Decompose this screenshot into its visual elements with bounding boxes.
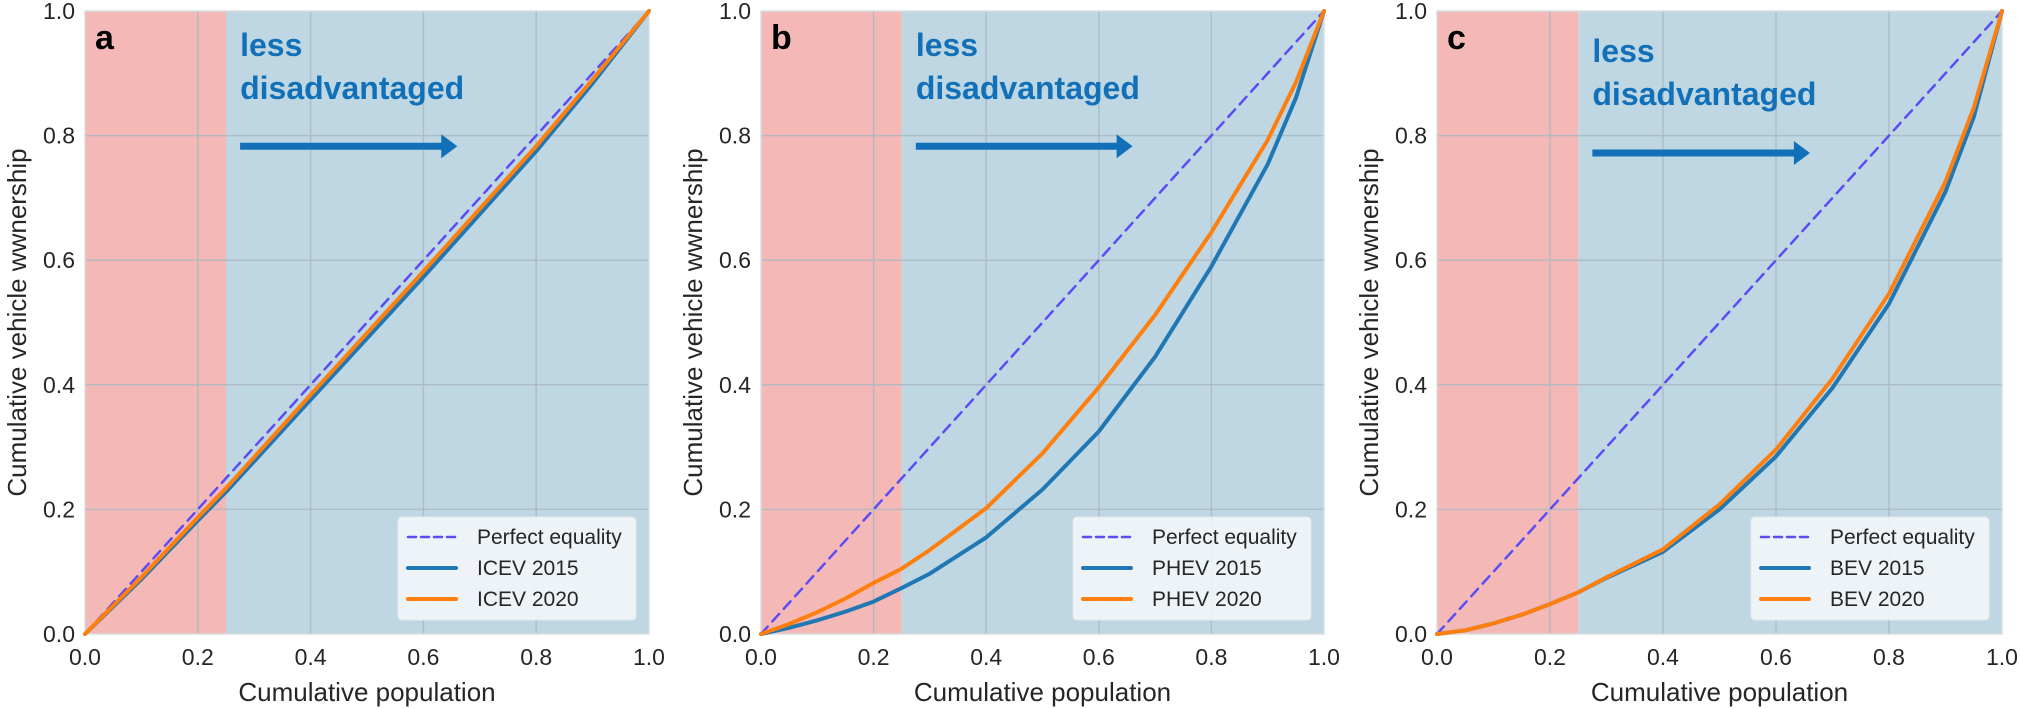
- panel-letter: a: [95, 19, 115, 57]
- legend-box: [1072, 516, 1312, 621]
- y-tick-label: 0.4: [43, 372, 75, 398]
- panel-c: 0.0 0.2 0.4 0.6 0.8 1.0 0.0 0.2 0.4 0.6 0.8 1.0 Cumu…: [1354, 0, 2018, 707]
- x-tick-label: 0.4: [970, 644, 1002, 670]
- x-axis-label: Cumulative population: [914, 677, 1171, 707]
- y-tick-label: 1.0: [1395, 0, 1427, 24]
- annotation-text-disadvantaged: disadvantaged: [240, 70, 464, 106]
- panel-b: 0.0 0.2 0.4 0.6 0.8 1.0 0.0 0.2 0.4 0.6 0.8 1.0 Cumu…: [678, 0, 1340, 707]
- series-line-icev-2020: [83, 9, 651, 636]
- axes-frame: [84, 10, 650, 635]
- y-tick-label: 0.6: [719, 247, 751, 273]
- legend-entry-label: Perfect equality: [1830, 526, 1975, 549]
- x-tick-label: 0.4: [295, 644, 327, 670]
- annotation-text-disadvantaged: disadvantaged: [916, 70, 1140, 106]
- x-tick-label: 0.6: [1083, 644, 1115, 670]
- annotation-text-disadvantaged: disadvantaged: [1592, 76, 1816, 112]
- x-tick-label: 0.6: [1760, 644, 1792, 670]
- x-tick-label: 0.0: [69, 644, 101, 670]
- y-tick-label: 0.8: [43, 123, 75, 149]
- legend: Perfect equality BEV 2015 BEV 2020: [1750, 516, 1990, 621]
- x-tick-label: 0.2: [182, 644, 214, 670]
- series-line-perfect-equality: [1435, 9, 2004, 636]
- x-tick-label: 0.0: [1421, 644, 1453, 670]
- legend-entry-label: ICEV 2015: [477, 557, 579, 580]
- y-tick-label: 0.2: [1395, 496, 1427, 522]
- y-tick-label: 0.6: [1395, 247, 1427, 273]
- x-tick-label: 0.2: [1534, 644, 1566, 670]
- annotation-text-less: less: [240, 27, 302, 63]
- x-tick-label: 0.8: [1195, 644, 1227, 670]
- y-axis-label: Cumulative vehicle wwnership: [2, 148, 32, 496]
- legend-entry-label: Perfect equality: [477, 526, 622, 549]
- series-line-perfect-equality: [83, 9, 651, 636]
- shaded-region-disadvantaged: [1437, 11, 1579, 634]
- x-tick-label: 0.6: [407, 644, 439, 670]
- y-tick-label: 0.2: [719, 496, 751, 522]
- series-line-perfect-equality: [759, 9, 1326, 636]
- legend-box: [1750, 516, 1990, 621]
- x-tick-label: 0.0: [745, 644, 777, 670]
- x-tick-label: 1.0: [633, 644, 665, 670]
- legend-box: [397, 516, 637, 621]
- legend-entry-label: PHEV 2020: [1152, 588, 1262, 611]
- legend-entry-label: BEV 2015: [1830, 557, 1925, 580]
- annotation-text-less: less: [916, 27, 978, 63]
- legend: Perfect equality ICEV 2015 ICEV 2020: [397, 516, 637, 621]
- x-tick-label: 1.0: [1308, 644, 1340, 670]
- legend-entry-label: PHEV 2015: [1152, 557, 1262, 580]
- legend-entry-label: BEV 2020: [1830, 588, 1925, 611]
- series-line-bev-2020: [1435, 9, 2004, 636]
- axes-frame: [1436, 10, 2003, 635]
- y-tick-label: 0.0: [1395, 621, 1427, 647]
- series-line-phev-2020: [759, 9, 1326, 636]
- y-tick-label: 0.2: [43, 496, 75, 522]
- x-tick-label: 0.4: [1647, 644, 1679, 670]
- y-tick-label: 1.0: [43, 0, 75, 24]
- x-axis-label: Cumulative population: [1591, 677, 1848, 707]
- x-tick-label: 0.2: [858, 644, 890, 670]
- panel-letter: b: [771, 19, 792, 57]
- y-tick-label: 1.0: [719, 0, 751, 24]
- arrow-right-icon: [1793, 141, 1810, 166]
- axes-frame: [760, 10, 1325, 635]
- y-tick-label: 0.8: [719, 123, 751, 149]
- y-tick-label: 0.4: [1395, 372, 1427, 398]
- y-tick-label: 0.0: [43, 621, 75, 647]
- panel-letter: c: [1447, 19, 1466, 57]
- shaded-region-disadvantaged: [85, 11, 226, 634]
- legend-entry-label: ICEV 2020: [477, 588, 579, 611]
- y-tick-label: 0.4: [719, 372, 751, 398]
- x-tick-label: 1.0: [1986, 644, 2018, 670]
- arrow-right-icon: [1116, 134, 1133, 159]
- legend-entry-label: Perfect equality: [1152, 526, 1297, 549]
- series-line-phev-2015: [759, 9, 1326, 636]
- x-axis-label: Cumulative population: [238, 677, 495, 707]
- y-axis-label: Cumulative vehicle wwnership: [1354, 148, 1384, 496]
- shaded-region-disadvantaged: [761, 11, 902, 634]
- x-tick-label: 0.8: [1873, 644, 1905, 670]
- y-tick-label: 0.8: [1395, 123, 1427, 149]
- panel-a: 0.0 0.2 0.4 0.6 0.8 1.0 0.0 0.2 0.4 0.6 0.8 1.0 Cumu…: [2, 0, 665, 707]
- x-tick-label: 0.8: [520, 644, 552, 670]
- arrow-right-icon: [441, 134, 458, 159]
- y-tick-label: 0.6: [43, 247, 75, 273]
- annotation-text-less: less: [1592, 33, 1654, 69]
- y-axis-label: Cumulative vehicle wwnership: [678, 148, 708, 496]
- legend: Perfect equality PHEV 2015 PHEV 2020: [1072, 516, 1312, 621]
- y-tick-label: 0.0: [719, 621, 751, 647]
